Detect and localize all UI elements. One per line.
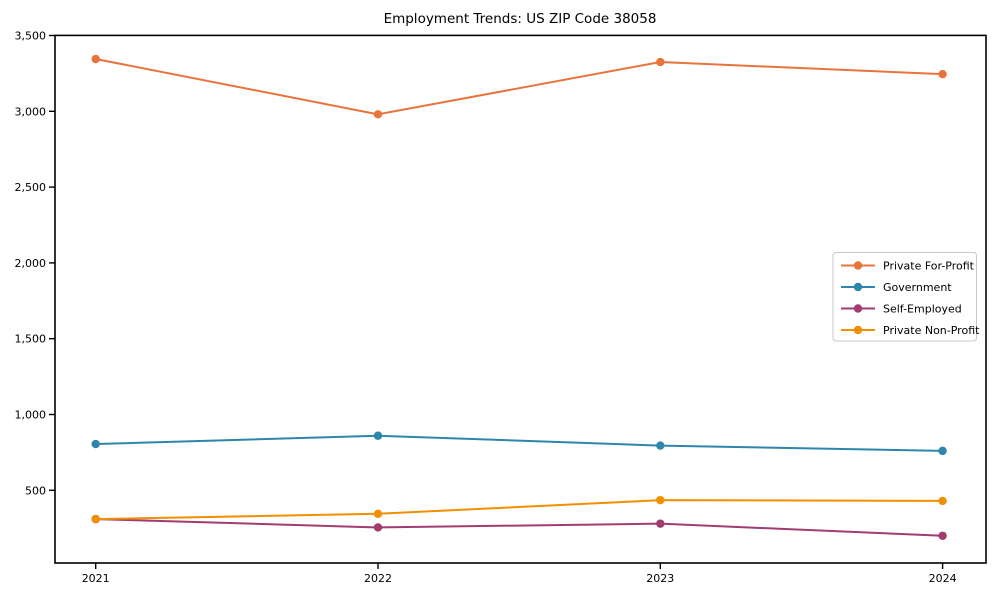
legend-swatch-marker [853,261,863,270]
data-point-private-for-profit-2024 [938,69,947,79]
data-point-self-employed-2024 [938,531,947,540]
y-tick-label: 1,500 [15,333,47,346]
data-point-private-non-profit-2022 [373,509,383,518]
x-tick-label: 2022 [364,572,392,585]
legend-item-label: Private Non-Profit [883,324,980,337]
data-point-private-for-profit-2022 [373,110,383,119]
data-point-private-non-profit-2023 [656,495,665,505]
y-tick-label: 3,500 [15,30,47,43]
data-point-government-2023 [656,441,665,450]
y-tick-label: 3,000 [15,105,47,118]
chart-title: Employment Trends: US ZIP Code 38058 [384,11,657,27]
axes-frame [54,34,987,564]
legend-swatch-marker [853,282,863,292]
legend-box [832,252,977,342]
series-line-self-employed [95,518,943,537]
data-point-private-non-profit-2024 [938,496,947,506]
data-point-government-2024 [938,446,947,456]
series-line-government [95,434,943,452]
data-point-private-for-profit-2021 [91,54,100,64]
legend-item-private-non-profit: Private Non-Profit [841,324,980,337]
plot-area: 500 1,000 1,500 2,000 2,500 3,000 3,500 2021 202… [15,30,987,585]
series-private-for-profit [91,54,947,119]
data-point-self-employed-2023 [656,519,665,528]
legend-swatch-marker [853,304,863,313]
legend-item-self-employed: Self-Employed [841,303,962,316]
data-point-government-2021 [91,439,100,449]
x-tick-label: 2023 [646,572,674,585]
x-tick-label: 2021 [82,572,110,585]
data-point-government-2022 [373,431,383,440]
legend-item-label: Government [883,281,952,294]
legend-swatch-marker [853,325,863,335]
series-line-private-for-profit [95,58,943,116]
series-self-employed [91,514,947,540]
y-tick-label: 2,500 [15,181,47,194]
legend-item-private-for-profit: Private For-Profit [841,260,975,273]
legend-item-label: Private For-Profit [883,260,975,273]
legend-item-label: Self-Employed [883,303,962,316]
series-line-private-non-profit [95,499,943,521]
data-point-private-for-profit-2023 [656,57,665,67]
series-government [91,431,947,456]
legend-item-government: Government [841,281,952,294]
data-point-private-non-profit-2021 [91,514,100,524]
y-tick-label: 500 [25,484,46,497]
series-private-non-profit [91,495,947,524]
y-tick-label: 1,000 [15,409,47,422]
y-tick-label: 2,000 [15,257,47,270]
data-point-self-employed-2022 [373,523,383,532]
x-tick-label: 2024 [929,572,957,585]
legend: Private For-Profit Government Self-Employe… [832,252,980,342]
